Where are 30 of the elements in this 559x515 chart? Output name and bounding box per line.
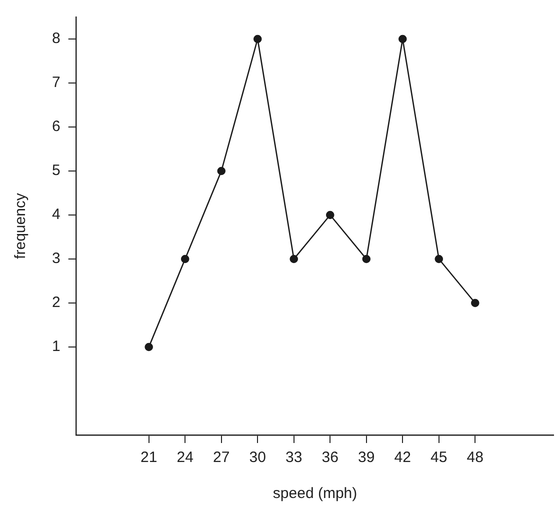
point	[326, 210, 334, 220]
x-tick-label: 24	[176, 449, 194, 466]
y-axis-title: frequency	[12, 192, 30, 259]
y-tick-label: 8	[52, 30, 60, 48]
y-tick-label: 5	[52, 162, 60, 180]
point	[434, 254, 444, 264]
y-tick-label: 1	[52, 338, 60, 356]
x-tick-label: 39	[358, 449, 375, 466]
point	[253, 34, 262, 44]
x-tick-label: 30	[249, 449, 266, 466]
x-tick-label: 45	[430, 449, 448, 466]
point	[398, 34, 407, 44]
y-tick-label: 4	[52, 206, 60, 224]
x-tick-label: 33	[286, 449, 302, 466]
y-tick-label: 6	[52, 118, 60, 136]
x-tick-label: 48	[466, 449, 484, 466]
y-tick-label: 3	[52, 250, 60, 268]
x-axis-title: speed (mph)	[272, 485, 358, 502]
x-tick-label: 27	[213, 449, 230, 466]
point	[290, 254, 298, 264]
x-tick-label: 21	[140, 449, 158, 466]
x-tick-label: 42	[394, 449, 411, 466]
point	[180, 254, 190, 264]
point	[217, 166, 226, 176]
x-tick-label: 36	[322, 449, 338, 466]
point	[362, 254, 371, 264]
y-tick-label: 7	[52, 74, 60, 92]
point	[144, 342, 154, 352]
y-tick-label: 2	[52, 294, 60, 312]
point	[471, 298, 480, 308]
